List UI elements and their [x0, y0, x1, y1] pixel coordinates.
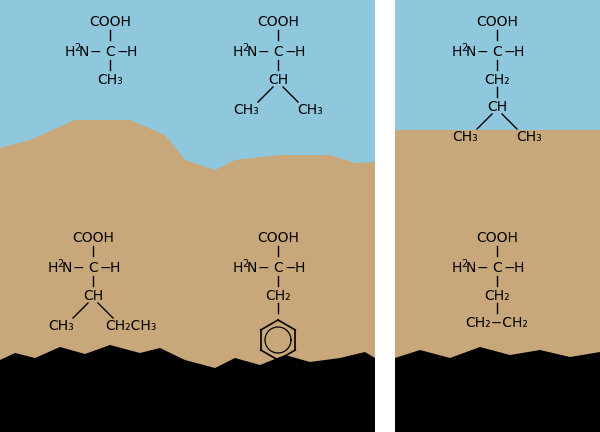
Text: H: H	[295, 45, 305, 59]
Text: COOH: COOH	[89, 15, 131, 29]
Text: COOH: COOH	[72, 231, 114, 245]
Text: H: H	[110, 261, 120, 275]
Text: −: −	[284, 261, 296, 275]
Text: N: N	[79, 45, 89, 59]
Text: N: N	[466, 45, 476, 59]
Polygon shape	[395, 396, 600, 432]
Text: H: H	[48, 261, 58, 275]
Text: C: C	[105, 45, 115, 59]
Polygon shape	[0, 120, 375, 432]
Text: CH₃: CH₃	[233, 103, 259, 117]
Text: −: −	[476, 45, 488, 59]
Text: H: H	[233, 261, 243, 275]
Text: 2: 2	[242, 259, 248, 269]
Text: H: H	[127, 45, 137, 59]
Text: H: H	[452, 261, 462, 275]
Text: −: −	[257, 45, 269, 59]
Text: CH₃: CH₃	[97, 73, 123, 87]
Text: CH₃: CH₃	[48, 319, 74, 333]
Text: CH₂: CH₂	[484, 73, 510, 87]
Text: C: C	[273, 261, 283, 275]
Text: −: −	[72, 261, 84, 275]
Text: N: N	[247, 261, 257, 275]
Text: COOH: COOH	[257, 15, 299, 29]
Text: 2: 2	[461, 43, 467, 53]
Polygon shape	[395, 275, 600, 432]
Text: CH₂−CH₂: CH₂−CH₂	[466, 316, 529, 330]
Text: CH₃: CH₃	[297, 103, 323, 117]
Text: CH: CH	[83, 289, 103, 303]
Text: COOH: COOH	[257, 231, 299, 245]
Text: −: −	[99, 261, 111, 275]
Text: C: C	[492, 45, 502, 59]
Text: H: H	[233, 45, 243, 59]
Text: H: H	[514, 261, 524, 275]
Text: CH₂CH₃: CH₂CH₃	[106, 319, 157, 333]
Text: −: −	[476, 261, 488, 275]
Text: C: C	[88, 261, 98, 275]
Text: −: −	[89, 45, 101, 59]
Text: CH₂: CH₂	[265, 289, 291, 303]
Text: H: H	[514, 45, 524, 59]
Polygon shape	[375, 0, 395, 432]
Polygon shape	[395, 347, 600, 432]
Text: COOH: COOH	[476, 231, 518, 245]
Text: N: N	[247, 45, 257, 59]
Text: 2: 2	[74, 43, 80, 53]
Text: N: N	[466, 261, 476, 275]
Text: −: −	[503, 45, 515, 59]
Text: C: C	[273, 45, 283, 59]
Text: −: −	[257, 261, 269, 275]
Text: H: H	[295, 261, 305, 275]
Text: CH: CH	[268, 73, 288, 87]
Text: C: C	[492, 261, 502, 275]
Polygon shape	[395, 130, 600, 432]
Text: CH₃: CH₃	[516, 130, 542, 144]
Text: −: −	[284, 45, 296, 59]
Text: 2: 2	[461, 259, 467, 269]
Text: 2: 2	[57, 259, 63, 269]
Text: −: −	[503, 261, 515, 275]
Text: 2: 2	[242, 43, 248, 53]
Text: −: −	[116, 45, 128, 59]
Text: N: N	[62, 261, 72, 275]
Polygon shape	[0, 345, 375, 432]
Text: CH₃: CH₃	[452, 130, 478, 144]
Text: H: H	[65, 45, 75, 59]
Polygon shape	[0, 235, 375, 432]
Polygon shape	[0, 395, 375, 432]
Text: CH₂: CH₂	[484, 289, 510, 303]
Text: H: H	[452, 45, 462, 59]
Text: CH: CH	[487, 100, 507, 114]
Text: COOH: COOH	[476, 15, 518, 29]
